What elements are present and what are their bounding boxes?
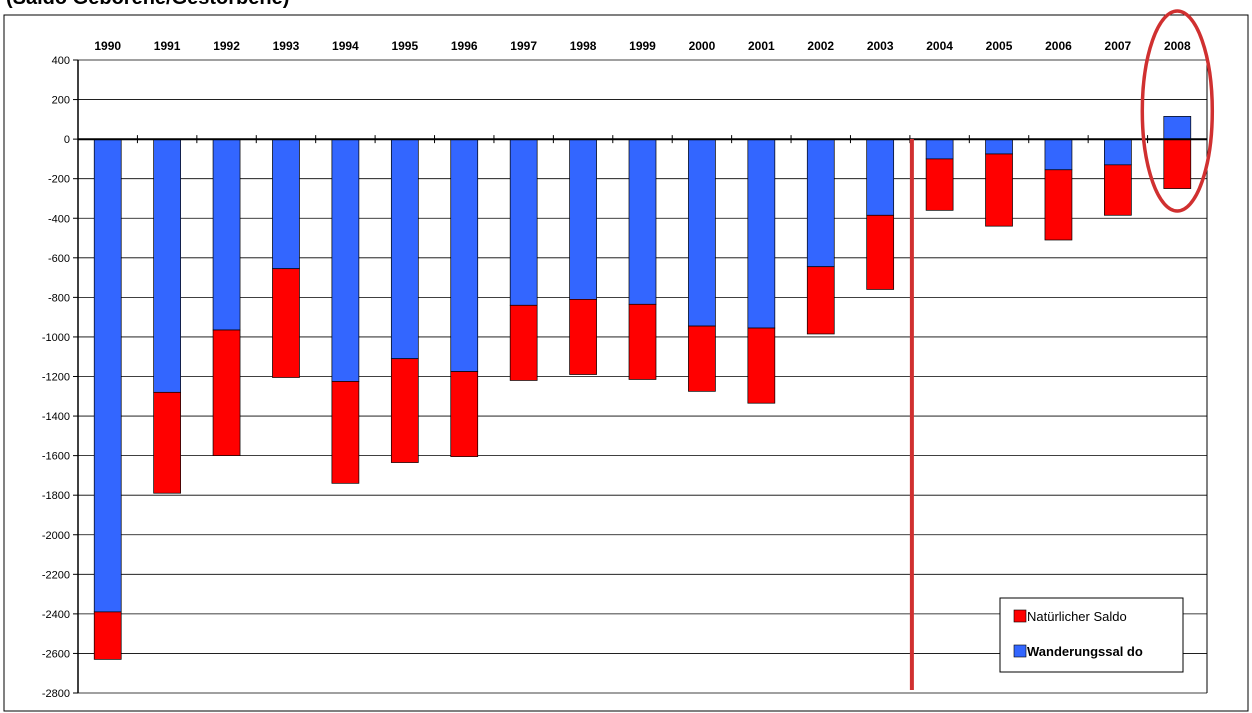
y-tick-label: -2600 (42, 648, 70, 660)
legend-swatch-migration (1013, 644, 1027, 658)
y-tick-label: -2800 (42, 688, 70, 700)
bar-migration-2002 (806, 138, 835, 268)
bar-natural-2007 (1104, 164, 1132, 216)
y-tick-label: -400 (48, 213, 70, 225)
y-tick-label: -200 (48, 174, 70, 186)
x-axis-ticks: 1990 1991 1992 1993 1994 1995 1996 1997 1998 1999… (77, 39, 1191, 144)
y-tick-label: -1400 (42, 411, 70, 423)
y-tick-label: -2200 (42, 569, 70, 581)
bar-migration-1996 (450, 138, 479, 372)
y-tick-label: -600 (48, 253, 70, 265)
chart-frame (3, 14, 1249, 712)
x-tick-label: 1995 (391, 39, 418, 53)
y-tick-label: -2000 (42, 530, 70, 542)
x-tick-label: 1996 (451, 39, 478, 53)
bar-migration-1995 (390, 138, 419, 360)
x-tick-label: 2004 (926, 39, 953, 53)
bar-migration-2005 (985, 138, 1013, 155)
bar-natural-2003 (866, 214, 895, 290)
bar-natural-2006 (1044, 169, 1073, 241)
bar-migration-1992 (212, 138, 241, 331)
x-tick-label: 2007 (1105, 39, 1132, 53)
y-tick-label: -1600 (42, 451, 70, 463)
y-tick-label: 400 (52, 55, 70, 67)
bar-natural-1997 (509, 304, 538, 381)
x-tick-label: 1993 (273, 39, 300, 53)
x-tick-label: 1990 (94, 39, 121, 53)
x-tick-label: 2008 (1164, 39, 1191, 53)
y-tick-label: -2400 (42, 609, 70, 621)
bar-migration-2008 (1163, 116, 1192, 140)
y-tick-label: 0 (64, 134, 70, 146)
bar-migration-1998 (569, 138, 597, 300)
bar-natural-2002 (806, 266, 835, 335)
y-tick-label: -1000 (42, 332, 70, 344)
legend-label-migration: Wanderungssal do (1027, 644, 1143, 659)
y-tick-label: -1800 (42, 490, 70, 502)
legend-label-natural: Natürlicher Saldo (1027, 609, 1127, 624)
bar-natural-1996 (450, 371, 479, 457)
x-tick-label: 2003 (867, 39, 894, 53)
highlight-markers (909, 9, 1215, 690)
y-tick-label: -1200 (42, 372, 70, 384)
bar-migration-2001 (747, 138, 776, 329)
y-tick-label: 200 (52, 95, 70, 107)
bar-migration-2007 (1104, 138, 1132, 166)
x-tick-label: 1998 (570, 39, 597, 53)
bar-natural-1993 (272, 268, 300, 378)
bar-natural-2005 (985, 153, 1013, 227)
bar-migration-1999 (628, 138, 657, 305)
bar-natural-2001 (747, 327, 776, 404)
bar-natural-1994 (331, 381, 360, 484)
x-tick-label: 2005 (986, 39, 1013, 53)
bar-natural-2004 (925, 158, 954, 211)
bar-migration-1993 (272, 138, 300, 270)
x-tick-label: 2006 (1045, 39, 1072, 53)
bar-natural-1991 (153, 391, 181, 494)
x-tick-label: 2002 (807, 39, 834, 53)
bar-migration-2000 (688, 138, 716, 327)
bar-migration-2003 (866, 138, 895, 216)
bar-natural-2008 (1163, 138, 1192, 189)
bar-natural-1992 (212, 329, 241, 456)
legend: Natürlicher Saldo Wanderungssal do (999, 597, 1184, 673)
bar-migration-1997 (509, 138, 538, 306)
bar-natural-1990 (93, 611, 122, 660)
bar-natural-2000 (688, 325, 716, 392)
highlight-ellipse-2008 (1140, 9, 1215, 213)
y-tick-label: -800 (48, 292, 70, 304)
legend-box (999, 597, 1184, 673)
y-axis-ticks: 400 200 0 -200 -400 -600 -800 -1000 -1200 -1400 -1… (42, 55, 70, 700)
bar-migration-2004 (925, 138, 954, 160)
bar-migration-1991 (153, 138, 181, 393)
bar-natural-1999 (628, 303, 657, 380)
bar-migration-1994 (331, 138, 360, 382)
x-tick-label: 1999 (629, 39, 656, 53)
x-tick-label: 2001 (748, 39, 775, 53)
x-tick-label: 2000 (689, 39, 716, 53)
bar-natural-1995 (390, 358, 419, 463)
x-tick-label: 1991 (154, 39, 181, 53)
legend-swatch-natural (1013, 609, 1027, 623)
x-tick-label: 1994 (332, 39, 359, 53)
chart-title: (Saldo Geborene/Gestorbene) (6, 0, 289, 9)
x-tick-label: 1992 (213, 39, 240, 53)
bar-migration-1990 (93, 138, 122, 613)
bars (93, 116, 1192, 660)
bar-migration-2006 (1044, 138, 1073, 171)
x-tick-label: 1997 (510, 39, 537, 53)
bar-natural-1998 (569, 299, 597, 375)
